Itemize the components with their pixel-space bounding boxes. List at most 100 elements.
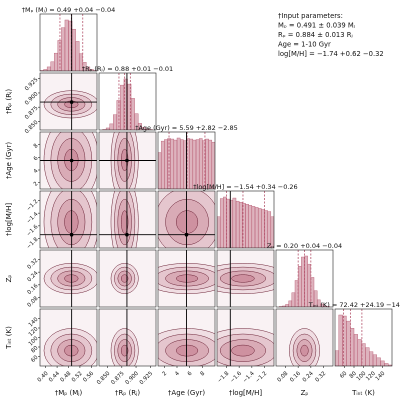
y-tick-label: 0.32 (27, 258, 40, 271)
y-tick-label: 0.850 (24, 119, 40, 135)
x-tick-label: 0.40 (37, 370, 50, 383)
density-background (40, 73, 97, 130)
y-axis-label: †Age (Gyr) (5, 142, 13, 179)
histogram-bar (71, 28, 76, 71)
histogram-bar (134, 113, 139, 130)
y-tick-label: 0.16 (27, 283, 40, 296)
panel (217, 250, 274, 307)
histogram-bar (254, 207, 259, 248)
density-contour (110, 263, 139, 294)
y-axis-label: †log[M/H] (5, 203, 13, 237)
density-background (217, 250, 274, 307)
histogram-bar (46, 66, 51, 71)
histogram-bar (338, 314, 343, 366)
histogram-bar (235, 200, 240, 248)
panel-frame (275, 308, 334, 367)
histogram-bar (257, 208, 262, 248)
density-contour (117, 270, 132, 287)
y-tick-label: 6 (33, 155, 40, 162)
panel (40, 132, 97, 189)
density-contour (217, 266, 274, 291)
density-contour (114, 266, 136, 291)
histogram-bar (223, 196, 227, 248)
y-tick-label: 80 (30, 345, 40, 355)
y-tick-label: 0.875 (24, 105, 40, 121)
x-tick-label: 0.24 (302, 370, 315, 383)
panel (99, 191, 156, 248)
panel-frame (39, 249, 98, 308)
panel (40, 191, 97, 248)
histogram-bar (238, 202, 243, 248)
panel (99, 132, 156, 189)
y-tick-label: 100 (28, 335, 40, 347)
legend-text: Rₚ = 0.884 ± 0.013 Rⱼ (278, 31, 353, 39)
density-contour (176, 274, 199, 283)
histogram-bar (320, 303, 324, 307)
panel-frame (98, 131, 157, 190)
x-tick-label: −1.8 (217, 370, 231, 384)
panel (158, 191, 215, 248)
panel (40, 14, 97, 71)
histogram-bar (208, 139, 213, 189)
y-tick-label: −1.8 (26, 236, 40, 250)
histogram-bar (164, 139, 168, 189)
panel-title: †log[M/H] = −1.54 +0.34 −0.26 (193, 183, 297, 191)
density-contour (231, 274, 255, 283)
histogram-bar (54, 52, 59, 71)
density-contour (219, 339, 267, 362)
histogram-bar (297, 266, 302, 307)
histogram-bar (376, 357, 381, 366)
panel (276, 309, 333, 366)
x-axis-label: †log[M/H] (229, 389, 263, 397)
histogram-bar (192, 139, 197, 189)
density-contour (114, 191, 136, 248)
y-tick-label: 2 (33, 181, 40, 188)
legend-text: Mₚ = 0.491 ± 0.039 Mⱼ (278, 22, 355, 30)
density-background (276, 309, 333, 366)
panel-frame (98, 72, 157, 131)
truth-point (69, 100, 74, 104)
histogram-bar (380, 360, 385, 366)
panel (40, 309, 97, 366)
panel-frame (157, 131, 216, 190)
histogram-bar (89, 69, 94, 71)
panel (102, 73, 153, 130)
x-tick-label: 60 (339, 370, 349, 380)
histogram-bar (226, 198, 230, 248)
y-tick-label: 8 (33, 143, 40, 150)
histogram-bar (335, 350, 339, 366)
x-tick-label: 0.52 (71, 371, 84, 384)
histogram-bar (205, 138, 209, 189)
panel-title: †Rₚ (Rⱼ) = 0.88 +0.01 −0.01 (82, 65, 173, 73)
density-contour (117, 339, 132, 362)
x-tick-label: −1.4 (242, 370, 256, 384)
panel-frame (157, 249, 216, 308)
histogram-bar (291, 292, 296, 307)
panel-frame (98, 190, 157, 249)
panel-frame (39, 190, 98, 249)
x-tick-label: 0.16 (289, 370, 302, 383)
histogram-bar (120, 84, 125, 130)
y-tick-label: 0.24 (27, 270, 40, 283)
y-axis-label: †Rₚ (Rⱼ) (5, 89, 13, 114)
density-contour (176, 344, 199, 357)
x-tick-label: 0.925 (139, 370, 155, 386)
panel-frame (98, 249, 157, 308)
x-tick-label: 2 (162, 371, 169, 378)
panel (158, 309, 215, 366)
panel (99, 309, 156, 366)
histogram-bar (176, 137, 181, 189)
truth-point (184, 232, 189, 237)
panel (158, 132, 215, 189)
panel-frame (39, 131, 98, 190)
panel-frame (157, 190, 216, 249)
histogram-bar (109, 123, 114, 130)
histogram-bar (160, 140, 165, 189)
histogram-bar (357, 339, 362, 366)
density-contour (165, 339, 209, 362)
density-background (99, 309, 156, 366)
histogram-bar (75, 41, 80, 71)
histogram-bar (198, 138, 203, 189)
x-axis-label: †Mₚ (Mⱼ) (55, 389, 83, 397)
